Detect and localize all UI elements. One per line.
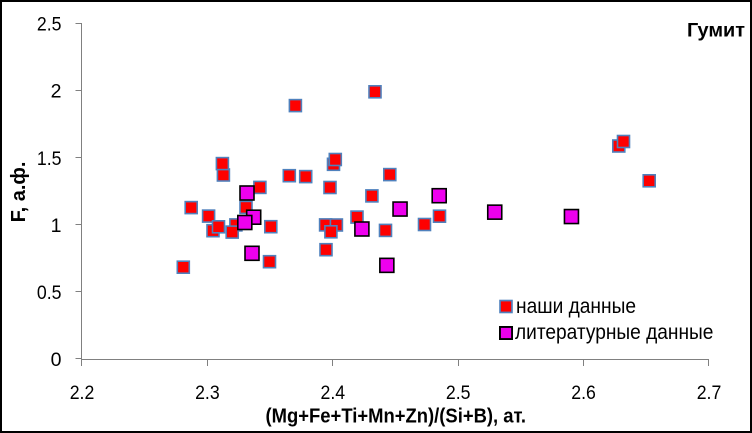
- svg-text:2.4: 2.4: [321, 382, 346, 404]
- svg-text:2.3: 2.3: [195, 382, 220, 404]
- svg-text:наши данные: наши данные: [516, 294, 636, 318]
- svg-text:1: 1: [51, 215, 62, 237]
- svg-text:2.6: 2.6: [571, 382, 596, 404]
- svg-text:0: 0: [51, 349, 62, 371]
- svg-text:2.2: 2.2: [70, 382, 95, 404]
- svg-text:Гумит: Гумит: [687, 20, 745, 41]
- svg-text:1.5: 1.5: [37, 148, 62, 170]
- svg-text:2.5: 2.5: [446, 382, 471, 404]
- svg-text:(Mg+Fe+Ti+Mn+Zn)/(Si+B), ат.: (Mg+Fe+Ti+Mn+Zn)/(Si+B), ат.: [266, 406, 527, 428]
- svg-text:2.5: 2.5: [37, 14, 62, 36]
- svg-text:0.5: 0.5: [37, 282, 62, 304]
- svg-text:литературные данные: литературные данные: [515, 320, 713, 344]
- svg-text:F, а.ф.: F, а.ф.: [8, 162, 30, 223]
- svg-text:2: 2: [51, 81, 62, 103]
- svg-text:2.7: 2.7: [697, 382, 722, 404]
